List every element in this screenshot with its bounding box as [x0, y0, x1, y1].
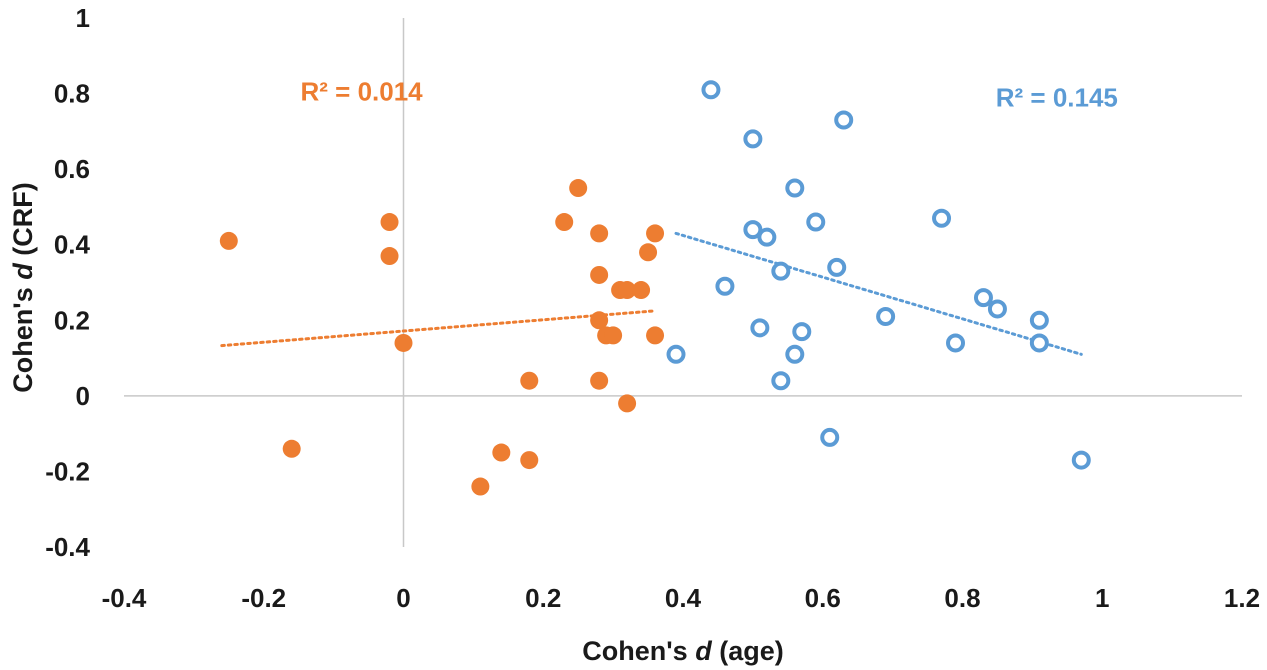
- blue-point: [820, 427, 840, 447]
- y-tick-label: 0.6: [54, 154, 90, 184]
- blue-point: [715, 276, 735, 296]
- y-tick-label: 0: [76, 381, 90, 411]
- y-tick-label: 1: [76, 3, 90, 33]
- blue-point: [771, 261, 791, 281]
- orange-point: [618, 394, 637, 413]
- trendlines-layer: [220, 231, 1083, 356]
- blue-trendline: [674, 231, 1083, 356]
- x-tick-label: 1: [1095, 583, 1109, 613]
- x-tick-label: 0: [396, 583, 410, 613]
- blue-point: [827, 257, 847, 277]
- blue-r2-label: R² = 0.145: [996, 82, 1118, 112]
- y-tick-label: -0.2: [45, 456, 90, 486]
- orange-point: [394, 333, 413, 352]
- x-tick-label: 0.4: [665, 583, 702, 613]
- orange-point: [380, 247, 399, 266]
- y-tick-label: 0.8: [54, 79, 90, 109]
- orange-point: [590, 265, 609, 284]
- orange-point: [590, 311, 609, 330]
- orange-r2-label: R² = 0.014: [301, 77, 424, 107]
- orange-point: [282, 439, 301, 458]
- orange-point: [569, 179, 588, 198]
- orange-point: [520, 451, 539, 470]
- points-layer: [219, 80, 1091, 496]
- orange-point: [590, 224, 609, 243]
- y-tick-label: 0.2: [54, 305, 90, 335]
- blue-point: [743, 129, 763, 149]
- blue-point: [1071, 450, 1091, 470]
- orange-point: [471, 477, 490, 496]
- orange-point: [604, 326, 623, 345]
- orange-point: [520, 371, 539, 390]
- x-tick-label: 0.6: [805, 583, 841, 613]
- orange-point: [646, 326, 665, 345]
- y-tick-label: 0.4: [54, 230, 91, 260]
- y-tick-label: -0.4: [45, 532, 90, 562]
- x-tick-label: -0.4: [102, 583, 147, 613]
- x-axis-title: Cohen's d (age): [582, 636, 783, 666]
- blue-point: [701, 80, 721, 100]
- labels-layer: -0.4 -0.2 0 0.2 0.4 0.6 0.8 1 1.2 -0.4 -0.2 0 0.2 0.4…: [8, 3, 1260, 666]
- y-axis-title: Cohen's d (CRF): [8, 182, 38, 392]
- x-tick-label: 1.2: [1224, 583, 1260, 613]
- orange-point: [380, 213, 399, 232]
- x-tick-label: 0.2: [525, 583, 561, 613]
- blue-point: [757, 227, 777, 247]
- blue-point: [806, 212, 826, 232]
- x-tick-label: 0.8: [944, 583, 980, 613]
- blue-point: [932, 208, 952, 228]
- blue-point: [666, 344, 686, 364]
- axes-layer: [124, 18, 1242, 547]
- blue-point: [1029, 333, 1049, 353]
- x-axis-title-italic: d: [695, 636, 712, 666]
- blue-point: [834, 110, 854, 130]
- blue-point: [973, 288, 993, 308]
- x-axis-title-suffix: (age): [712, 636, 784, 666]
- blue-point: [785, 178, 805, 198]
- blue-point: [771, 371, 791, 391]
- x-tick-label: -0.2: [241, 583, 286, 613]
- blue-point: [876, 307, 896, 327]
- blue-point: [750, 318, 770, 338]
- blue-point: [946, 333, 966, 353]
- blue-point: [785, 344, 805, 364]
- orange-point: [639, 243, 658, 262]
- orange-point: [632, 281, 651, 300]
- orange-point: [618, 281, 637, 300]
- orange-point: [646, 224, 665, 243]
- y-axis-title-prefix: Cohen's: [8, 280, 38, 393]
- blue-point: [792, 322, 812, 342]
- x-axis-title-prefix: Cohen's: [582, 636, 695, 666]
- y-axis-title-suffix: (CRF): [8, 182, 38, 263]
- blue-point: [987, 299, 1007, 319]
- blue-point: [1029, 310, 1049, 330]
- orange-point: [492, 443, 511, 462]
- orange-trendline: [220, 309, 657, 348]
- orange-point: [219, 231, 238, 250]
- orange-point: [555, 213, 574, 232]
- blue-point: [743, 220, 763, 240]
- orange-point: [590, 371, 609, 390]
- y-axis-title-italic: d: [8, 263, 38, 280]
